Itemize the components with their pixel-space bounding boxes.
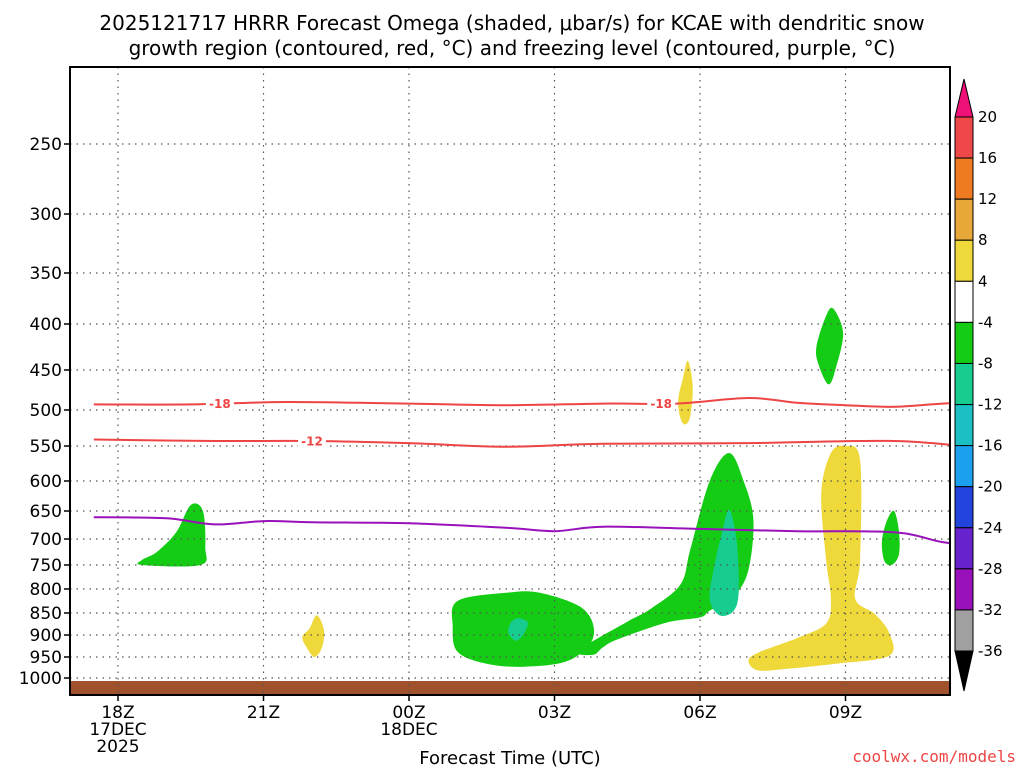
colorbar-segment-12 (954, 198, 974, 241)
contour-label-bg (647, 396, 676, 411)
colorbar-segment--8 (954, 362, 974, 406)
omega-region-green-blob-3 (577, 453, 754, 656)
y-tick-label-750: 750 (30, 556, 62, 576)
colorbar-segment-4 (954, 280, 974, 323)
y-tick-label-650: 650 (30, 502, 62, 522)
colorbar-segment-20 (954, 116, 974, 159)
colorbar-top-arrow (954, 78, 974, 118)
omega-colorbar: 20 16 12 8 4 -4 -8 -12 -16 -20 -24 -28 -32 -36 (954, 78, 1003, 692)
y-tick-label-950: 950 (30, 648, 62, 668)
y-tick-label-500: 500 (30, 401, 62, 421)
omega-region-yellow-blob-1 (748, 445, 894, 671)
colorbar-label--20: -20 (978, 478, 1003, 496)
colorbar-label-12: 12 (978, 190, 997, 208)
chart-title-line-1: 2025121717 HRRR Forecast Omega (shaded, … (99, 11, 924, 35)
y-tick-label-300: 300 (30, 205, 62, 225)
y-tick-label-800: 800 (30, 580, 62, 600)
colorbar-label--36: -36 (978, 642, 1003, 660)
colorbar-label-16: 16 (978, 149, 997, 167)
colorbar-label--4: -4 (978, 313, 993, 331)
x-tick-label-06Z-0: 06Z (683, 703, 716, 723)
x-tick-label-18Z-0: 18Z (101, 703, 134, 723)
y-tick-label-600: 600 (30, 472, 62, 492)
contour-freezing (93, 516, 950, 545)
contour-label--18-1: -18 (650, 397, 672, 411)
y-tick-label-1000: 1000 (19, 669, 62, 689)
contour-label-bg (298, 433, 326, 448)
colorbar-bottom-arrow (954, 650, 974, 692)
colorbar-segment--32 (954, 609, 974, 652)
y-tick-label-850: 850 (30, 604, 62, 624)
contour--12 (93, 438, 950, 448)
colorbar-segment--16 (954, 445, 974, 488)
omega-shading-layer (137, 307, 1024, 671)
omega-region-green-blob-1 (137, 503, 207, 567)
omega-region-yellow-sliver-1 (678, 360, 693, 425)
colorbar-label--24: -24 (978, 519, 1003, 537)
omega-region-cyan-blob-1 (709, 509, 739, 616)
plot-frame (69, 66, 951, 696)
colorbar-segment--20 (954, 486, 974, 529)
x-tick-label-03Z-0: 03Z (538, 703, 571, 723)
y-tick-label-250: 250 (30, 135, 62, 155)
colorbar-segment-16 (954, 157, 974, 200)
colorbar-label--28: -28 (978, 560, 1003, 578)
y-tick-label-900: 900 (30, 626, 62, 646)
x-tick-label-00Z-1: 18DEC (380, 720, 437, 740)
colorbar-label--8: -8 (978, 354, 993, 372)
colorbar-label-20: 20 (978, 108, 997, 126)
x-tick-label-21Z-0: 21Z (247, 703, 280, 723)
colorbar-segment--28 (954, 568, 974, 611)
y-axis: 2503003504004505005506006507007508008509… (19, 135, 70, 689)
colorbar-segment--4 (954, 321, 974, 364)
colorbar-label--32: -32 (978, 601, 1003, 619)
colorbar-segment--12 (954, 404, 974, 447)
x-tick-label-18Z-1: 17DEC (89, 720, 146, 740)
contour-label--18-0: -18 (209, 397, 231, 411)
omega-region-yellow-sliver-2 (302, 615, 325, 657)
colorbar-label--12: -12 (978, 396, 1003, 414)
x-tick-label-09Z-0: 09Z (829, 703, 862, 723)
contour--18 (93, 396, 950, 408)
colorbar-label-8: 8 (978, 231, 988, 249)
omega-region-green-sliver-2 (881, 510, 900, 566)
x-tick-label-00Z-0: 00Z (392, 703, 425, 723)
ground-surface-band (70, 681, 950, 695)
y-tick-label-700: 700 (30, 530, 62, 550)
chart-title-line-2: growth region (contoured, red, °C) and f… (129, 36, 896, 60)
omega-region-green-blob-4 (1020, 505, 1024, 595)
colorbar-segment--24 (954, 527, 974, 570)
omega-region-green-sliver-1 (815, 307, 844, 385)
x-tick-label-18Z-2: 2025 (96, 737, 139, 757)
colorbar-label-4: 4 (978, 272, 988, 290)
y-tick-label-550: 550 (30, 437, 62, 457)
credit-link[interactable]: coolwx.com/models (852, 747, 1016, 766)
y-tick-label-350: 350 (30, 264, 62, 284)
y-tick-label-400: 400 (30, 315, 62, 335)
x-axis-label: Forecast Time (UTC) (419, 748, 600, 768)
contour-label-bg (205, 396, 234, 411)
colorbar-label--16: -16 (978, 437, 1003, 455)
contour-layer: -18-18-18-12-12 (93, 396, 950, 545)
colorbar-segment-8 (954, 239, 974, 282)
grid-lines (70, 67, 950, 695)
contour-label--12-0: -12 (301, 434, 323, 448)
y-tick-label-450: 450 (30, 361, 62, 381)
